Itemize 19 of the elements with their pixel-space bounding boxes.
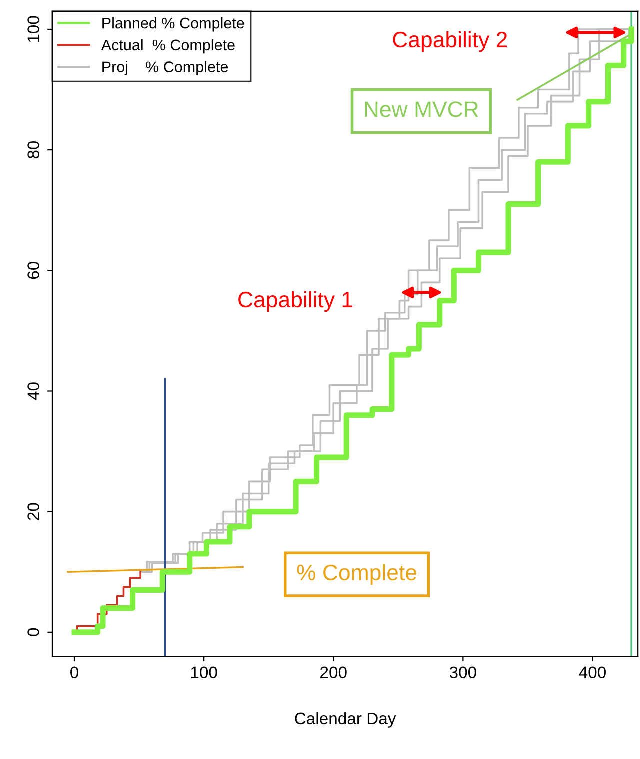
x-axis-title: Calendar Day — [295, 712, 396, 728]
y-tick-label: 60 — [28, 262, 40, 280]
x-tick-label: 400 — [579, 666, 606, 678]
annotation: % Complete — [297, 564, 417, 585]
x-tick-label: 0 — [70, 666, 78, 678]
annotation: Capability 1 — [238, 291, 352, 312]
annotation: New MVCR — [365, 102, 478, 118]
x-tick-label: 200 — [320, 666, 347, 678]
y-tick-label: 40 — [28, 382, 40, 400]
y-tick-label: 100 — [28, 16, 40, 42]
legend-label: Actual % Complete — [101, 39, 235, 54]
y-tick-label: 80 — [28, 141, 40, 159]
x-tick-label: 300 — [450, 666, 476, 678]
y-tick-label: 0 — [28, 628, 40, 636]
legend-label: Proj % Complete — [102, 61, 228, 76]
legend-label: Planned % Complete — [102, 17, 244, 32]
annotation: Capability 2 — [393, 31, 508, 52]
y-tick-label: 20 — [28, 503, 40, 520]
x-tick-label: 100 — [191, 666, 218, 678]
